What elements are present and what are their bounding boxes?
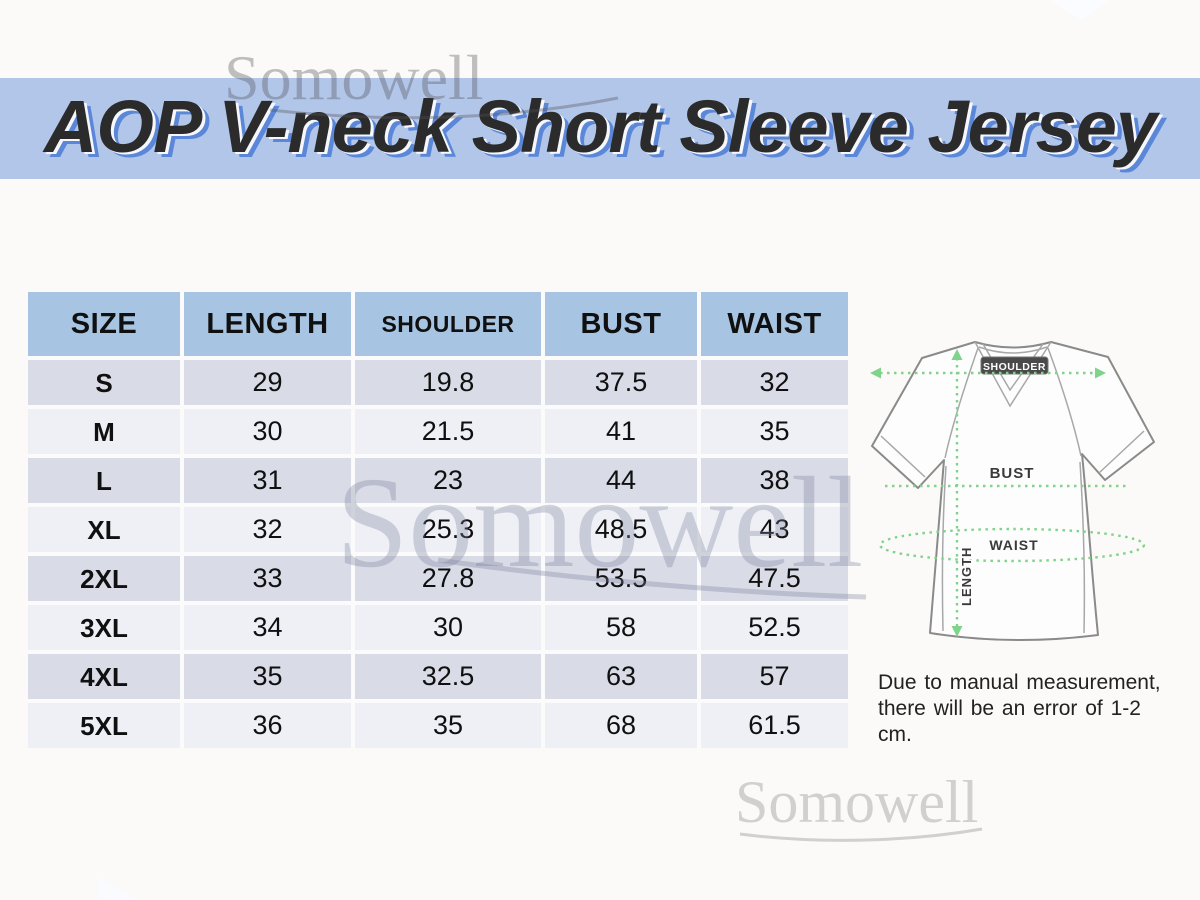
title-banner [0, 78, 1200, 179]
table-cell: 63 [545, 654, 697, 699]
photo-artifact-top-right [1048, 0, 1110, 20]
table-cell: 41 [545, 409, 697, 454]
measurement-lines [878, 358, 1146, 626]
table-cell: 33 [184, 556, 351, 601]
table-cell: 57 [701, 654, 848, 699]
column-header-bust: BUST [545, 292, 697, 356]
table-cell: 53.5 [545, 556, 697, 601]
table-cell: 32.5 [355, 654, 541, 699]
table-cell: 68 [545, 703, 697, 748]
table-cell: 52.5 [701, 605, 848, 650]
waist-label: WAIST [989, 537, 1038, 553]
size-cell: L [28, 458, 180, 503]
table-cell: 32 [184, 507, 351, 552]
table-cell: 35 [184, 654, 351, 699]
size-cell: M [28, 409, 180, 454]
size-cell: 4XL [28, 654, 180, 699]
shoulder-tag-label: SHOULDER [983, 361, 1046, 373]
shirt-measurement-diagram: SHOULDER BUST WAIST LENGTH [870, 341, 1155, 642]
table-cell: 37.5 [545, 360, 697, 405]
table-cell: 21.5 [355, 409, 541, 454]
measurement-labels: BUST WAIST LENGTH [958, 464, 1040, 608]
column-header-waist: WAIST [701, 292, 848, 356]
size-table: SIZE LENGTH SHOULDER BUST WAIST S 29 19.… [28, 292, 848, 748]
table-cell: 35 [355, 703, 541, 748]
column-header-length: LENGTH [184, 292, 351, 356]
size-cell: 5XL [28, 703, 180, 748]
length-label: LENGTH [959, 547, 974, 606]
watermark-bottom-swoosh [739, 827, 983, 842]
measurement-arrows [870, 349, 1106, 637]
table-cell: 30 [184, 409, 351, 454]
table-cell: 19.8 [355, 360, 541, 405]
table-cell: 43 [701, 507, 848, 552]
size-cell: XL [28, 507, 180, 552]
page-title: AOP V-neck Short Sleeve Jersey [43, 85, 1157, 168]
watermark-bottom: Somowell [735, 769, 979, 835]
table-cell: 23 [355, 458, 541, 503]
table-cell: 58 [545, 605, 697, 650]
column-header-shoulder: SHOULDER [355, 292, 541, 356]
table-cell: 34 [184, 605, 351, 650]
table-cell: 27.8 [355, 556, 541, 601]
table-cell: 30 [355, 605, 541, 650]
size-cell: S [28, 360, 180, 405]
note-line-2: there will be an error of 1-2 cm. [878, 697, 1141, 746]
table-cell: 29 [184, 360, 351, 405]
size-cell: 2XL [28, 556, 180, 601]
table-cell: 36 [184, 703, 351, 748]
table-cell: 44 [545, 458, 697, 503]
column-header-size: SIZE [28, 292, 180, 356]
note-line-1: Due to manual measurement, [878, 671, 1161, 694]
table-cell: 32 [701, 360, 848, 405]
size-cell: 3XL [28, 605, 180, 650]
table-cell: 48.5 [545, 507, 697, 552]
photo-artifact-bottom-left [98, 876, 138, 900]
table-cell: 25.3 [355, 507, 541, 552]
table-cell: 38 [701, 458, 848, 503]
table-cell: 31 [184, 458, 351, 503]
table-cell: 47.5 [701, 556, 848, 601]
table-cell: 61.5 [701, 703, 848, 748]
table-cell: 35 [701, 409, 848, 454]
waist-measure-ellipse [878, 527, 1146, 563]
bust-label: BUST [990, 465, 1035, 482]
measurement-note: Due to manual measurement, there will be… [878, 670, 1168, 748]
